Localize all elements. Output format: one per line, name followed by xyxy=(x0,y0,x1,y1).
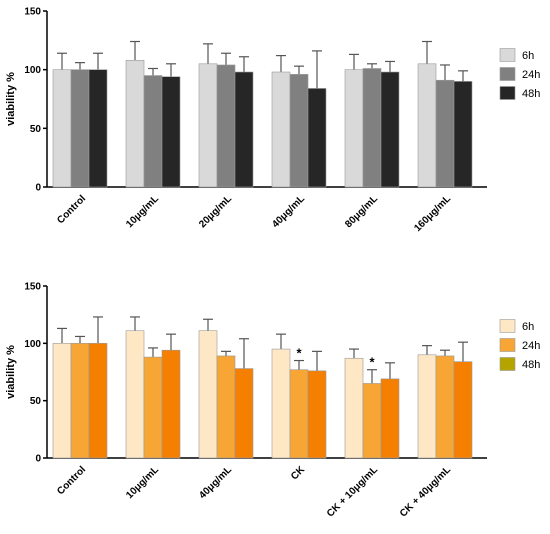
x-tick-label: CK + 40μg/mL xyxy=(398,464,453,519)
y-tick-label: 50 xyxy=(30,396,42,407)
legend-swatch xyxy=(499,67,516,81)
bar xyxy=(52,343,72,459)
bar xyxy=(289,369,309,459)
bar xyxy=(289,74,309,188)
bar xyxy=(453,81,473,188)
x-tick-label: CK xyxy=(289,464,308,483)
legend-label: 6h xyxy=(522,50,534,62)
bar xyxy=(143,356,163,459)
bar xyxy=(70,69,90,188)
bar xyxy=(417,63,437,188)
bar xyxy=(52,69,72,188)
x-tick-label: 20μg/mL xyxy=(197,193,234,230)
legend-swatch xyxy=(499,357,516,371)
bar xyxy=(198,330,218,459)
bar xyxy=(198,63,218,188)
bar xyxy=(143,75,163,188)
x-tick-label: 80μg/mL xyxy=(343,193,380,230)
y-tick-label: 100 xyxy=(24,339,41,350)
bar xyxy=(125,330,145,459)
legend-swatch xyxy=(499,319,516,333)
bar xyxy=(161,349,181,459)
bar xyxy=(380,378,400,459)
x-tick-label: Control xyxy=(55,464,88,497)
y-tick-label: 100 xyxy=(24,65,41,76)
bar xyxy=(216,355,236,459)
bar xyxy=(88,343,108,459)
y-tick-label: 0 xyxy=(35,183,41,194)
x-tick-label: 160μg/mL xyxy=(412,193,453,234)
bar xyxy=(362,68,382,188)
legend-label: 24h xyxy=(522,340,540,352)
legend-swatch xyxy=(499,338,516,352)
bar xyxy=(307,370,327,459)
bar xyxy=(362,383,382,459)
significance-marker: * xyxy=(369,355,375,370)
y-axis-label: viability % xyxy=(5,72,17,126)
y-axis-label: viability % xyxy=(5,345,17,399)
bar xyxy=(435,355,455,459)
panel-top: 0 50 100 150 viability % Control 10μg/mL 20μg/m… xyxy=(5,7,540,235)
bar xyxy=(417,354,437,459)
x-tick-label: CK + 10μg/mL xyxy=(325,464,380,519)
legend-label: 48h xyxy=(522,359,540,371)
bar xyxy=(380,71,400,188)
y-tick-label: 50 xyxy=(30,124,42,135)
y-tick-label: 0 xyxy=(35,454,41,465)
bar xyxy=(216,64,236,188)
legend-label: 48h xyxy=(522,88,540,100)
panel-bottom: 0 50 100 150 viability % Control 10μg/mL 40μg/m… xyxy=(5,282,540,520)
x-tick-label: 40μg/mL xyxy=(270,193,307,230)
y-tick-label: 150 xyxy=(24,282,41,293)
bar xyxy=(344,69,364,188)
legend-swatch xyxy=(499,48,516,62)
bar xyxy=(70,343,90,459)
legend-swatch xyxy=(499,86,516,100)
bar xyxy=(344,357,364,459)
legend-label: 24h xyxy=(522,69,540,81)
significance-marker: * xyxy=(296,346,302,361)
bar xyxy=(435,79,455,188)
x-tick-label: 40μg/mL xyxy=(197,464,234,501)
bar xyxy=(234,71,254,188)
bar xyxy=(125,59,145,188)
bar xyxy=(271,71,291,188)
x-tick-label: 10μg/mL xyxy=(124,193,161,230)
x-tick-label: Control xyxy=(55,193,88,226)
bar xyxy=(271,348,291,459)
bar xyxy=(234,368,254,459)
bar xyxy=(453,361,473,459)
bar xyxy=(161,76,181,188)
y-tick-label: 150 xyxy=(24,7,41,18)
legend-label: 6h xyxy=(522,321,534,333)
bar xyxy=(88,69,108,188)
bar xyxy=(307,88,327,188)
x-tick-label: 10μg/mL xyxy=(124,464,161,501)
